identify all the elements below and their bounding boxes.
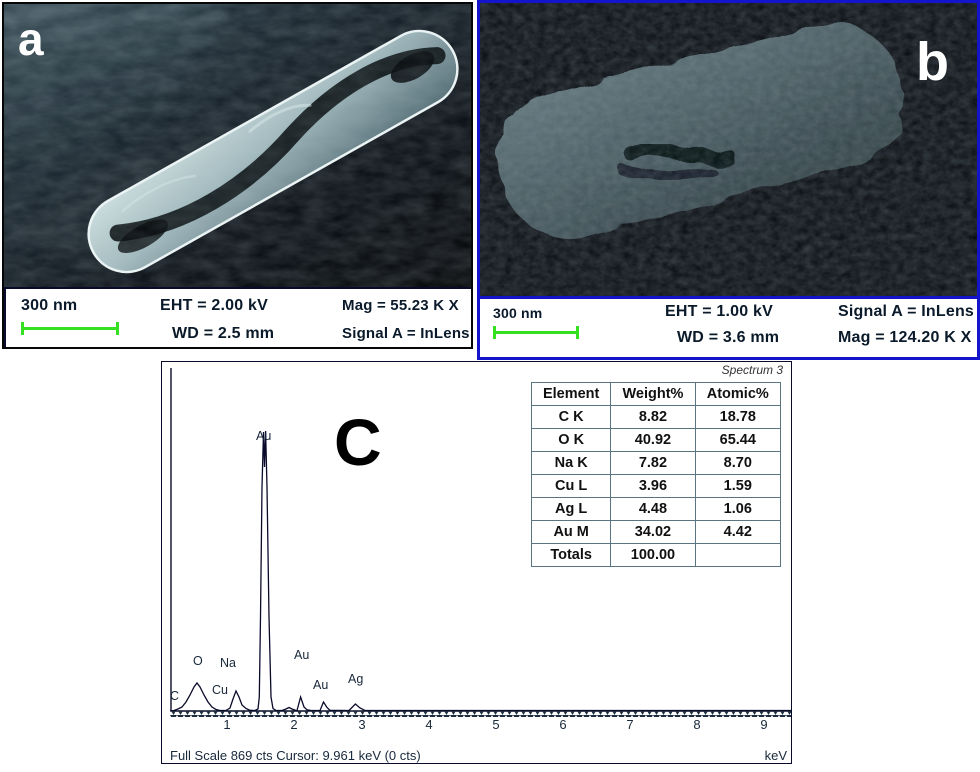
svg-text:3: 3 — [358, 717, 365, 732]
svg-text:8: 8 — [693, 717, 700, 732]
svg-text:9: 9 — [760, 717, 767, 732]
svg-text:Au: Au — [256, 429, 271, 443]
svg-text:7: 7 — [626, 717, 633, 732]
svg-text:Au: Au — [294, 648, 309, 662]
svg-text:6: 6 — [559, 717, 566, 732]
svg-text:1: 1 — [223, 717, 230, 732]
svg-text:Au: Au — [313, 678, 328, 692]
svg-text:Ag: Ag — [348, 672, 363, 686]
svg-text:5: 5 — [492, 717, 499, 732]
svg-text:Cu: Cu — [212, 683, 228, 697]
svg-text:C: C — [170, 689, 179, 703]
svg-text:2: 2 — [290, 717, 297, 732]
svg-text:Na: Na — [220, 656, 236, 670]
svg-text:4: 4 — [425, 717, 432, 732]
svg-text:O: O — [193, 654, 203, 668]
